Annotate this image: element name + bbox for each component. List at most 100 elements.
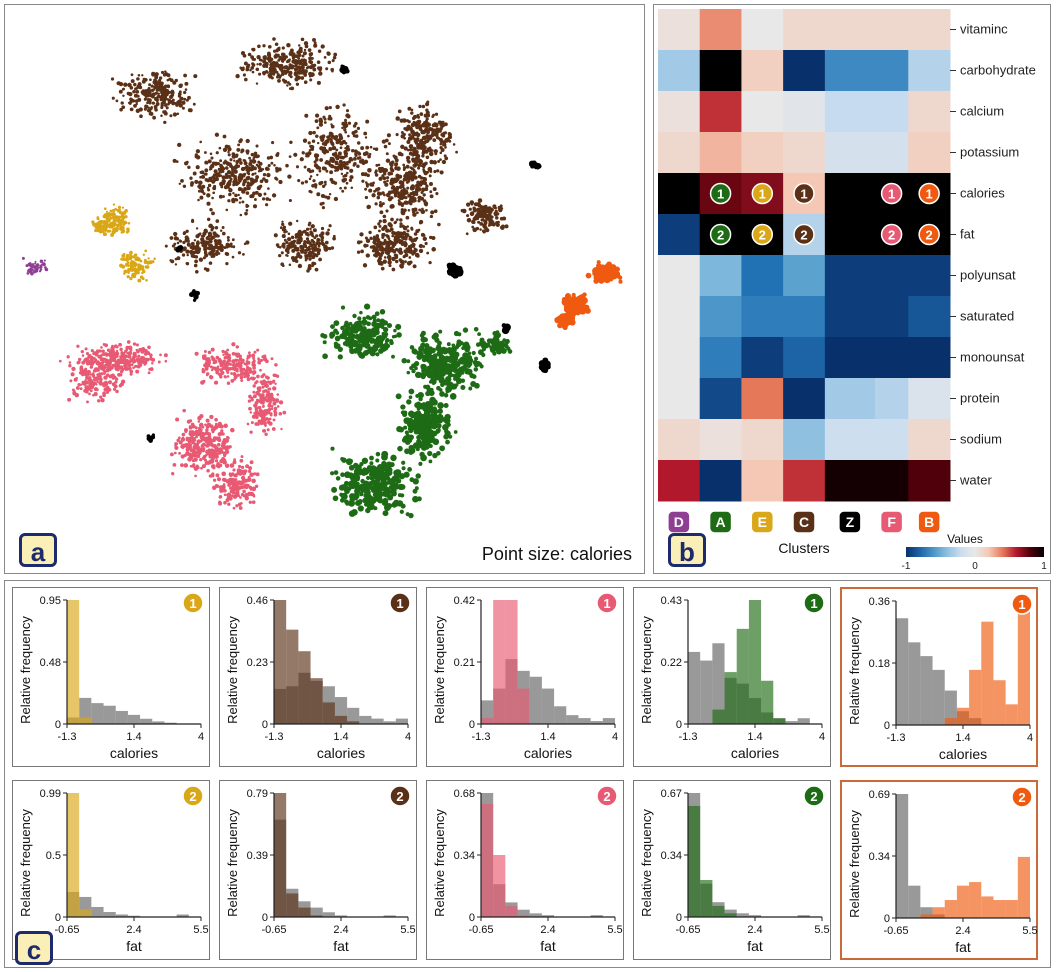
scatter-point: [195, 430, 199, 435]
scatter-point: [164, 359, 168, 363]
scatter-point: [192, 171, 197, 176]
scatter-point: [241, 200, 245, 204]
scatter-point: [256, 374, 260, 379]
scatter-point: [422, 442, 427, 447]
scatter-point: [303, 243, 307, 248]
scatter-point: [309, 227, 312, 230]
scatter-point: [206, 201, 211, 206]
scatter-point: [365, 484, 372, 491]
scatter-point: [392, 241, 397, 246]
scatter-point: [332, 55, 337, 60]
scatter-point: [281, 222, 285, 227]
scatter-point: [253, 151, 258, 156]
scatter-point: [306, 269, 310, 273]
scatter-point: [384, 138, 389, 143]
scatter-point: [248, 395, 252, 399]
scatter-point: [271, 193, 277, 198]
scatter-point: [286, 84, 289, 87]
scatter-point: [226, 495, 231, 500]
scatter-point: [374, 338, 379, 343]
scatter-point: [203, 458, 208, 462]
scatter-point: [255, 67, 259, 71]
scatter-point: [290, 64, 294, 67]
scatter-point: [206, 235, 210, 239]
scatter-point: [423, 113, 428, 118]
scatter-point: [442, 142, 447, 147]
scatter-point: [245, 203, 249, 207]
scatter-point: [376, 195, 381, 200]
scatter-point: [135, 102, 138, 106]
scatter-point: [362, 467, 367, 472]
scatter-point: [21, 256, 25, 260]
scatter-point: [209, 208, 213, 212]
scatter-point: [167, 99, 172, 105]
scatter-point: [365, 181, 368, 184]
scatter-point: [229, 463, 235, 468]
scatter-point: [158, 84, 163, 88]
scatter-point: [395, 324, 400, 329]
scatter-point: [224, 172, 228, 176]
scatter-point: [400, 410, 406, 415]
scatter-point: [276, 393, 280, 396]
scatter-point: [439, 355, 445, 361]
scatter-point: [365, 119, 370, 124]
scatter-point: [364, 187, 368, 191]
scatter-point: [419, 333, 425, 338]
scatter-point: [227, 147, 232, 152]
scatter-point: [434, 112, 439, 116]
scatter-point: [393, 328, 397, 333]
scatter-point: [404, 448, 410, 455]
scatter-point: [310, 224, 315, 229]
scatter-point: [495, 221, 499, 225]
scatter-point: [224, 251, 229, 256]
scatter-point: [155, 91, 158, 95]
scatter-point: [268, 387, 272, 391]
scatter-point: [181, 432, 186, 437]
scatter-point: [176, 103, 179, 106]
scatter-point: [316, 237, 321, 243]
scatter-point: [25, 264, 29, 268]
scatter-point: [427, 372, 433, 379]
scatter-point: [100, 353, 104, 357]
scatter-point: [295, 219, 299, 223]
scatter-point: [199, 195, 204, 200]
scatter-point: [145, 357, 150, 362]
scatter-point: [318, 117, 323, 122]
scatter-point: [179, 83, 183, 87]
scatter-point: [321, 184, 326, 188]
scatter-point: [477, 220, 481, 224]
scatter-point: [194, 255, 199, 259]
scatter-point: [572, 304, 578, 310]
scatter-point: [451, 343, 456, 348]
scatter-point: [269, 413, 273, 417]
scatter-point: [116, 208, 121, 213]
scatter-point: [237, 157, 242, 162]
scatter-point: [337, 165, 341, 169]
scatter-point: [129, 255, 133, 259]
scatter-point: [282, 264, 285, 268]
scatter-point: [456, 341, 462, 347]
scatter-point: [387, 239, 393, 245]
scatter-point: [277, 46, 281, 50]
scatter-point: [136, 365, 140, 369]
scatter-panel: a Point size: calories: [4, 4, 645, 574]
scatter-point: [252, 204, 258, 209]
scatter-point: [330, 246, 335, 250]
scatter-point: [326, 51, 331, 56]
scatter-point: [252, 370, 257, 375]
scatter-point: [92, 222, 96, 227]
scatter-point: [286, 81, 290, 85]
scatter-point: [328, 116, 333, 121]
scatter-point: [200, 189, 205, 194]
scatter-point: [391, 475, 399, 483]
scatter-point: [137, 74, 141, 77]
scatter-point: [446, 342, 451, 347]
scatter-point: [387, 197, 393, 202]
scatter-point: [483, 226, 488, 230]
scatter-point: [253, 472, 257, 476]
scatter-point: [407, 179, 411, 183]
scatter-point: [214, 252, 218, 256]
scatter-point: [204, 229, 208, 234]
scatter-point: [248, 156, 251, 160]
scatter-point: [243, 483, 248, 489]
